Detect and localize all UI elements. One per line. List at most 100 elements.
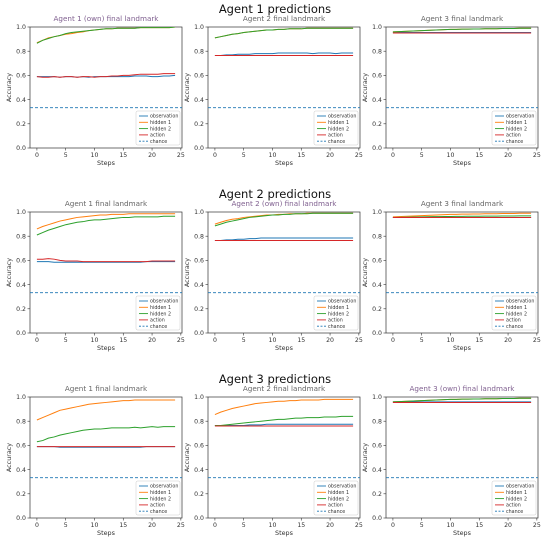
y-tick-label: 0.8 [16, 233, 26, 240]
y-tick-label: 0.6 [372, 443, 382, 450]
legend-label: action [328, 133, 343, 139]
series-line-hidden-2 [214, 27, 354, 39]
y-tick-label: 0.2 [194, 306, 204, 313]
x-tick-label: 20 [326, 152, 334, 159]
legend-label: chance [506, 509, 523, 515]
legend-label: observation [506, 299, 534, 305]
y-tick-label: 0.0 [16, 145, 26, 152]
legend-label: chance [506, 139, 523, 145]
x-tick-label: 15 [475, 152, 483, 159]
y-tick-label: 0.4 [16, 97, 26, 104]
legend-label: action [328, 503, 343, 509]
y-axis-label: Accuracy [183, 73, 191, 102]
x-axis-label: Steps [275, 344, 294, 352]
x-tick-label: 15 [297, 152, 305, 159]
legend-label: hidden 1 [506, 305, 527, 311]
y-tick-label: 1.0 [16, 209, 26, 216]
y-tick-label: 0.4 [194, 97, 204, 104]
x-tick-label: 15 [475, 522, 483, 529]
y-tick-label: 0.4 [372, 467, 382, 474]
y-tick-label: 0.6 [16, 443, 26, 450]
axes-frame [207, 26, 361, 149]
y-tick-label: 1.0 [194, 24, 204, 31]
series-line-hidden-1 [214, 398, 354, 416]
x-tick-label: 5 [420, 337, 424, 344]
y-tick-label: 0.0 [16, 515, 26, 522]
x-tick-label: 25 [177, 337, 185, 344]
y-tick-label: 0.8 [372, 233, 382, 240]
x-tick-label: 15 [119, 522, 127, 529]
subplot-title: Agent 1 (own) final landmark [54, 14, 160, 23]
subplot-title: Agent 3 (own) final landmark [410, 384, 516, 393]
y-tick-label: 1.0 [372, 24, 382, 31]
subplot-title: Agent 3 final landmark [421, 14, 504, 23]
series-line-action [36, 258, 176, 263]
legend-label: chance [328, 139, 345, 145]
legend-box [135, 480, 181, 516]
legend-label: action [506, 133, 521, 139]
y-tick-label: 0.4 [16, 282, 26, 289]
legend-label: observation [328, 299, 356, 305]
y-tick-label: 0.8 [16, 48, 26, 55]
y-tick-label: 0.0 [194, 515, 204, 522]
y-tick-label: 0.2 [372, 306, 382, 313]
legend-label: observation [150, 484, 178, 490]
subplot-1: Agent 1 (own) final landmark 0 5 10 15 20 25 0.… [5, 14, 185, 167]
row-title-agent-1: Agent 1 predictions [218, 2, 332, 16]
y-axis-label: Accuracy [361, 258, 369, 287]
y-axis-label: Accuracy [5, 73, 13, 102]
x-axis-label: Steps [453, 344, 472, 352]
subplot-title: Agent 2 final landmark [243, 384, 326, 393]
y-tick-label: 0.0 [194, 330, 204, 337]
subplot-4: Agent 1 final landmark 0 5 10 15 20 25 0.0 0.2 0.… [5, 199, 185, 352]
x-tick-label: 5 [420, 152, 424, 159]
legend-label: observation [506, 114, 534, 120]
y-tick-label: 0.4 [16, 467, 26, 474]
x-tick-label: 5 [64, 337, 68, 344]
y-tick-label: 1.0 [372, 209, 382, 216]
legend-label: hidden 2 [506, 496, 527, 502]
x-tick-label: 5 [242, 152, 246, 159]
legend-label: chance [328, 324, 345, 330]
x-tick-label: 5 [242, 337, 246, 344]
legend-label: action [150, 503, 165, 509]
x-axis-label: Steps [97, 529, 116, 537]
axes-frame [29, 396, 183, 519]
x-tick-label: 5 [242, 522, 246, 529]
series-line-hidden-2 [36, 426, 176, 443]
series-line-hidden-2 [392, 27, 532, 33]
y-tick-label: 0.8 [194, 418, 204, 425]
x-axis-label: Steps [97, 344, 116, 352]
x-tick-label: 25 [355, 522, 363, 529]
legend-label: observation [150, 299, 178, 305]
series-line-action [36, 73, 176, 78]
subplot-title: Agent 1 final landmark [65, 199, 148, 208]
y-tick-label: 0.2 [372, 121, 382, 128]
legend-label: hidden 2 [506, 126, 527, 132]
legend-label: observation [328, 484, 356, 490]
legend-label: hidden 2 [328, 496, 349, 502]
subplot-title: Agent 2 final landmark [243, 14, 326, 23]
series-line-hidden-1 [36, 213, 176, 230]
x-tick-label: 0 [213, 522, 217, 529]
y-tick-label: 0.4 [372, 97, 382, 104]
x-tick-label: 5 [420, 522, 424, 529]
x-tick-label: 0 [35, 337, 39, 344]
subplot-title: Agent 3 final landmark [421, 199, 504, 208]
series-line-hidden-2 [214, 415, 354, 426]
x-tick-label: 25 [533, 152, 541, 159]
legend-label: chance [328, 509, 345, 515]
x-tick-label: 5 [64, 152, 68, 159]
axes-frame [207, 396, 361, 519]
y-tick-label: 0.6 [372, 73, 382, 80]
legend-box [135, 110, 181, 146]
y-tick-label: 0.2 [372, 491, 382, 498]
y-axis-label: Accuracy [183, 258, 191, 287]
y-tick-label: 1.0 [194, 209, 204, 216]
